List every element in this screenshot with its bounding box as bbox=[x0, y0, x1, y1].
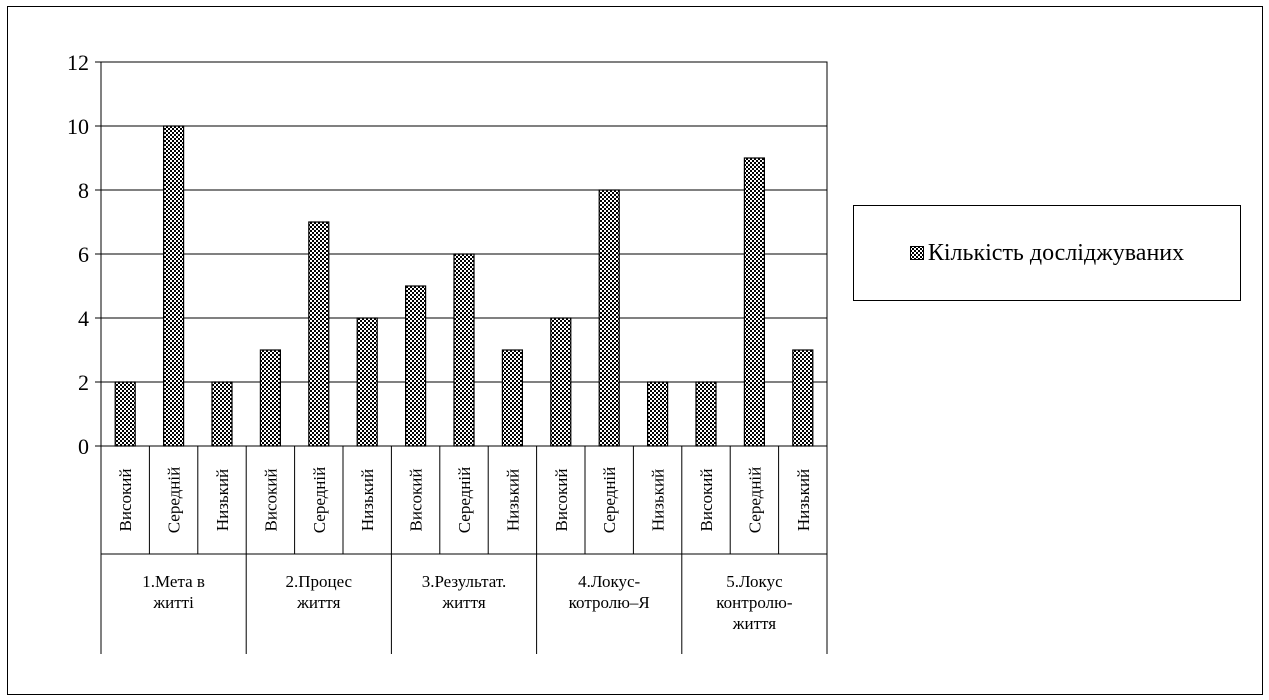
bar bbox=[211, 381, 233, 447]
bar bbox=[792, 349, 814, 447]
bar bbox=[453, 253, 475, 447]
axes bbox=[95, 61, 828, 654]
axis-labels: 0 2 4 6 8 10 12 Високий Середній Низький Високий Се… bbox=[67, 50, 813, 633]
legend-label: Кількість досліджуваних bbox=[927, 239, 1185, 266]
group-label: 4.Локус-котролю–Я bbox=[569, 572, 650, 612]
group-label: 1.Мета в житті bbox=[142, 572, 205, 612]
bar bbox=[308, 221, 330, 447]
category-label: Низький bbox=[794, 469, 813, 531]
category-label: Низький bbox=[649, 469, 668, 531]
bar bbox=[501, 349, 523, 447]
group-label: 3.Результат. життя bbox=[422, 572, 507, 612]
category-label: Середній bbox=[455, 467, 474, 533]
category-label: Низький bbox=[358, 469, 377, 531]
y-tick-label: 12 bbox=[67, 50, 89, 75]
bar bbox=[598, 189, 620, 447]
category-label: Низький bbox=[503, 469, 522, 531]
category-label: Високий bbox=[552, 469, 571, 532]
legend-swatch-icon bbox=[909, 246, 924, 260]
category-label: Середній bbox=[745, 467, 764, 533]
chart-frame bbox=[7, 6, 1263, 695]
y-tick-label: 8 bbox=[78, 178, 89, 203]
legend: Кількість досліджуваних bbox=[853, 205, 1241, 301]
y-tick-label: 2 bbox=[78, 370, 89, 395]
category-label: Середній bbox=[165, 467, 184, 533]
bar bbox=[646, 381, 669, 447]
category-label: Високий bbox=[261, 469, 280, 532]
group-label: 2.Процес життя bbox=[285, 572, 352, 612]
category-label: Низький bbox=[213, 469, 232, 531]
bar bbox=[743, 157, 766, 447]
category-label: Високий bbox=[407, 469, 426, 532]
plot-area-border bbox=[100, 61, 828, 447]
category-label: Середній bbox=[310, 467, 329, 533]
bar bbox=[405, 285, 427, 447]
bar bbox=[550, 317, 572, 447]
y-tick-label: 6 bbox=[78, 242, 89, 267]
y-tick-label: 4 bbox=[78, 306, 89, 331]
bar bbox=[163, 125, 185, 447]
y-tick-label: 10 bbox=[67, 114, 89, 139]
y-tick-label: 0 bbox=[78, 434, 89, 459]
bar bbox=[114, 381, 136, 447]
bars bbox=[114, 125, 814, 447]
group-label: 5.Локус контролю-життя bbox=[716, 572, 793, 633]
bar bbox=[259, 349, 281, 447]
category-label: Високий bbox=[697, 469, 716, 532]
category-label: Середній bbox=[600, 467, 619, 533]
bar bbox=[356, 317, 378, 447]
bar bbox=[695, 381, 717, 447]
category-label: Високий bbox=[116, 469, 135, 532]
